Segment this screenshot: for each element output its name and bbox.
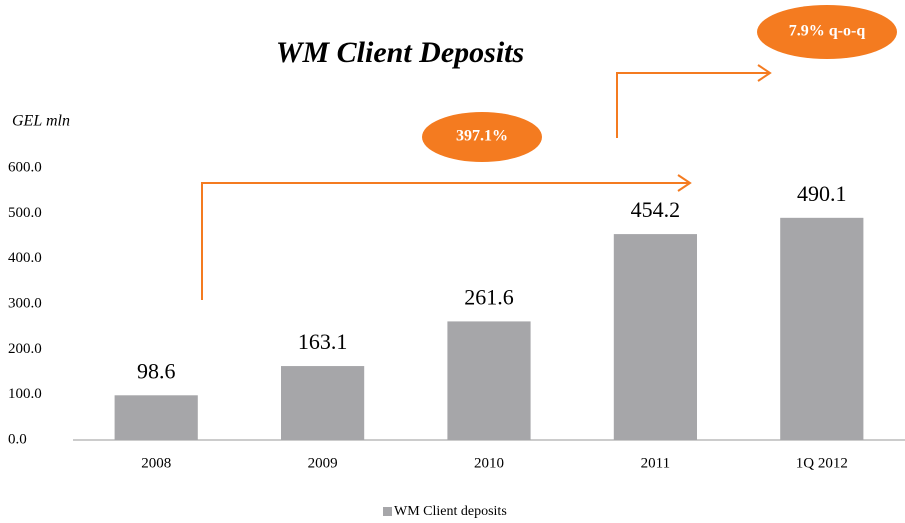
- data-label: 98.6: [137, 358, 176, 383]
- x-tick-label: 2008: [141, 455, 171, 471]
- annotation: 7.9% q-o-q: [789, 23, 866, 40]
- chart-title: WM Client Deposits: [276, 36, 524, 69]
- bar: [613, 234, 697, 440]
- x-tick-label: 2010: [474, 455, 504, 471]
- y-tick-label: 100.0: [8, 386, 42, 402]
- bar: [780, 217, 864, 440]
- x-tick-label: 2011: [641, 455, 670, 471]
- arrow: [201, 182, 690, 300]
- callout: [757, 5, 897, 59]
- data-label: 454.2: [631, 197, 681, 222]
- callout: [422, 112, 542, 162]
- data-label: 163.1: [298, 329, 348, 354]
- y-tick-label: 0.0: [8, 431, 27, 447]
- data-label: 261.6: [464, 284, 514, 309]
- arrows: [201, 64, 772, 300]
- x-tick-label: 2009: [308, 455, 338, 471]
- arrow-head: [757, 64, 772, 82]
- y-axis-label: GEL mln: [12, 113, 70, 130]
- legend-swatch: [383, 507, 392, 516]
- arrow-head: [677, 174, 692, 192]
- bar: [281, 366, 365, 440]
- bar: [447, 321, 531, 440]
- x-tick-label: 1Q 2012: [796, 455, 848, 471]
- y-tick-label: 600.0: [8, 159, 42, 175]
- arrow: [616, 72, 770, 138]
- y-tick-label: 500.0: [8, 205, 42, 221]
- bar: [114, 395, 198, 440]
- y-tick-label: 200.0: [8, 341, 42, 357]
- y-tick-label: 400.0: [8, 250, 42, 266]
- legend-label: WM Client deposits: [394, 504, 507, 519]
- data-label: 490.1: [797, 181, 847, 206]
- y-tick-label: 300.0: [8, 295, 42, 311]
- annotation: 397.1%: [456, 128, 508, 145]
